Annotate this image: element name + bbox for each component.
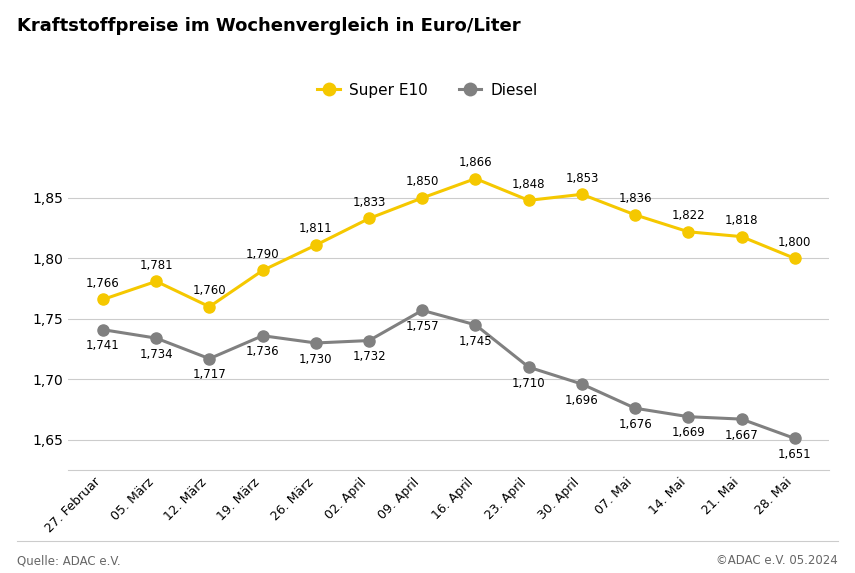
Text: 1,818: 1,818 (725, 214, 758, 227)
Text: 1,745: 1,745 (458, 335, 492, 348)
Text: 1,853: 1,853 (565, 171, 598, 185)
Text: Quelle: ADAC e.V.: Quelle: ADAC e.V. (17, 554, 121, 567)
Text: 1,676: 1,676 (618, 418, 652, 431)
Legend: Super E10, Diesel: Super E10, Diesel (311, 76, 544, 104)
Text: 1,850: 1,850 (405, 175, 439, 188)
Text: 1,710: 1,710 (512, 377, 545, 390)
Text: 1,822: 1,822 (671, 209, 705, 222)
Text: 1,757: 1,757 (405, 320, 439, 333)
Text: 1,766: 1,766 (86, 277, 120, 290)
Text: 1,741: 1,741 (86, 339, 120, 352)
Text: 1,732: 1,732 (352, 350, 386, 363)
Text: ©ADAC e.V. 05.2024: ©ADAC e.V. 05.2024 (716, 554, 838, 567)
Text: 1,866: 1,866 (458, 156, 492, 169)
Text: 1,669: 1,669 (671, 426, 705, 439)
Text: Kraftstoffpreise im Wochenvergleich in Euro/Liter: Kraftstoffpreise im Wochenvergleich in E… (17, 17, 521, 35)
Text: 1,781: 1,781 (139, 258, 173, 272)
Text: 1,800: 1,800 (778, 236, 811, 249)
Text: 1,717: 1,717 (192, 368, 227, 382)
Text: 1,836: 1,836 (618, 192, 652, 205)
Text: 1,848: 1,848 (512, 178, 545, 191)
Text: 1,696: 1,696 (565, 394, 598, 407)
Text: 1,667: 1,667 (725, 429, 758, 442)
Text: 1,811: 1,811 (299, 222, 333, 236)
Text: 1,730: 1,730 (299, 353, 333, 366)
Text: 1,736: 1,736 (246, 346, 280, 359)
Text: 1,833: 1,833 (352, 196, 386, 209)
Text: 1,734: 1,734 (139, 348, 173, 361)
Text: 1,790: 1,790 (246, 248, 280, 261)
Text: 1,651: 1,651 (778, 448, 811, 461)
Text: 1,760: 1,760 (192, 284, 227, 297)
